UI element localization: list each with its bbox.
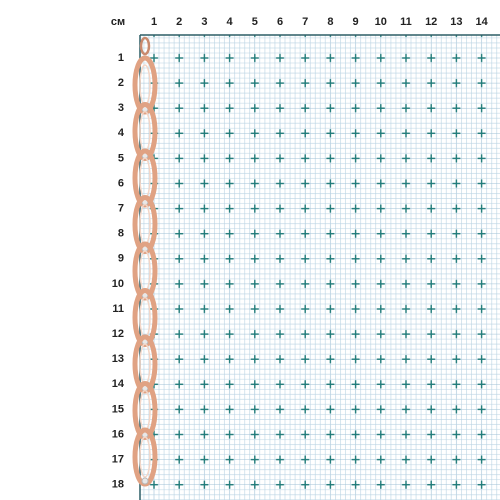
row-label: 14: [112, 378, 125, 390]
row-label: 16: [112, 428, 124, 440]
column-label: 6: [277, 16, 283, 28]
link-joint: [141, 477, 149, 485]
column-label: 12: [425, 16, 437, 28]
unit-label: см: [111, 16, 125, 28]
row-label: 7: [118, 203, 124, 215]
column-label: 9: [353, 16, 359, 28]
column-label: 2: [176, 16, 182, 28]
column-label: 1: [151, 16, 157, 28]
row-label: 11: [112, 303, 124, 315]
row-label: 15: [112, 403, 124, 415]
row-label: 2: [118, 77, 124, 89]
clasp: [139, 36, 151, 56]
bracelet: [132, 36, 158, 487]
link-inner: [139, 436, 151, 478]
row-label: 18: [112, 479, 124, 491]
row-label: 12: [112, 328, 124, 340]
column-label: 10: [375, 16, 387, 28]
row-label: 13: [112, 353, 124, 365]
row-label: 17: [112, 454, 124, 466]
row-label: 4: [118, 127, 125, 139]
row-label: 6: [118, 177, 124, 189]
row-label: 9: [118, 253, 124, 265]
row-label: 1: [118, 52, 124, 64]
column-label: 4: [227, 16, 234, 28]
column-label: 13: [450, 16, 462, 28]
column-label: 3: [201, 16, 207, 28]
row-label: 5: [118, 152, 124, 164]
column-label: 5: [252, 16, 258, 28]
row-label: 8: [118, 228, 124, 240]
row-label: 10: [112, 278, 124, 290]
row-label: 3: [118, 102, 124, 114]
column-label: 8: [327, 16, 333, 28]
column-label: 7: [302, 16, 308, 28]
measurement-grid: [140, 35, 500, 500]
column-label: 11: [400, 16, 412, 28]
column-label: 14: [475, 16, 488, 28]
